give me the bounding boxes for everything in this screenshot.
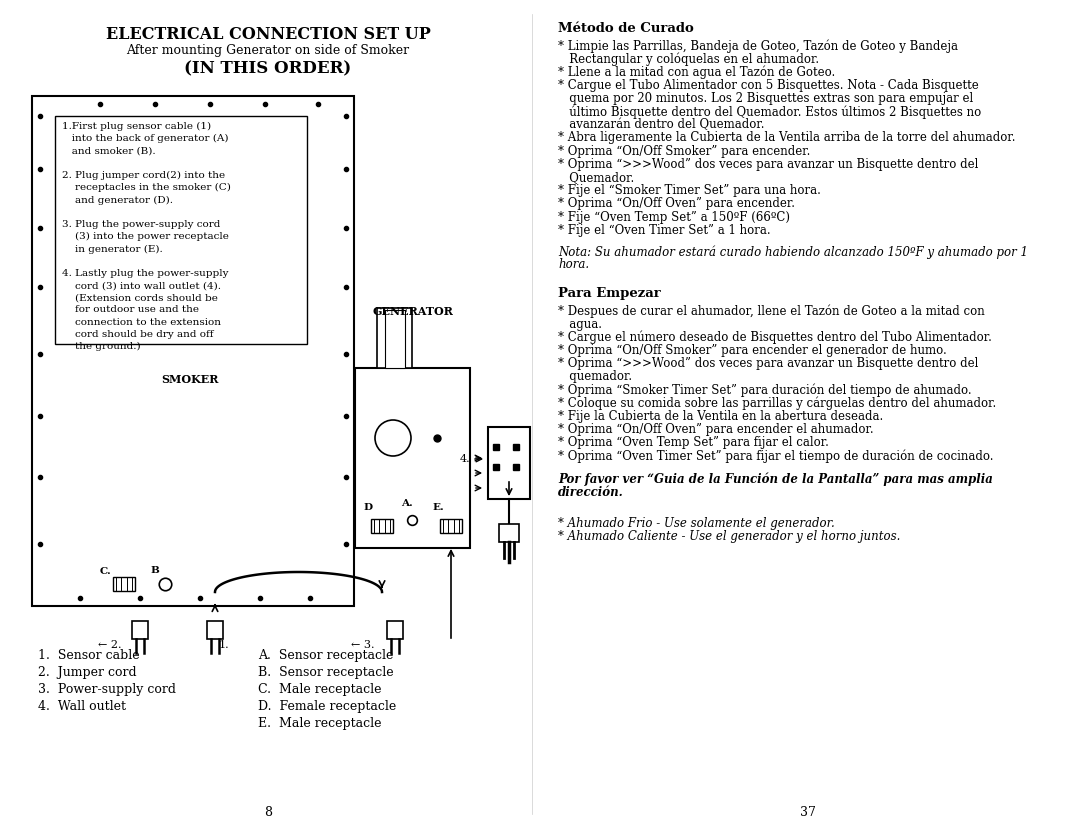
Bar bbox=[377, 308, 411, 368]
Text: * Llene a la mitad con agua el Tazón de Goteo.: * Llene a la mitad con agua el Tazón de … bbox=[558, 65, 835, 79]
Text: * Fije la Cubierta de la Ventila en la abertura deseada.: * Fije la Cubierta de la Ventila en la a… bbox=[558, 410, 883, 423]
Text: Método de Curado: Método de Curado bbox=[558, 22, 693, 35]
Bar bbox=[55, 116, 307, 344]
Text: D.  Female receptacle: D. Female receptacle bbox=[258, 700, 396, 713]
Text: C.  Male receptacle: C. Male receptacle bbox=[258, 683, 381, 696]
Text: * Fije el “Oven Timer Set” a 1 hora.: * Fije el “Oven Timer Set” a 1 hora. bbox=[558, 224, 771, 237]
Text: hora.: hora. bbox=[558, 259, 589, 271]
Text: 8: 8 bbox=[264, 806, 272, 819]
Text: último Bisquette dentro del Quemador. Estos últimos 2 Bisquettes no: último Bisquette dentro del Quemador. Es… bbox=[558, 105, 982, 118]
Text: * Oprima “>>>Wood” dos veces para avanzar un Bisquette dentro del: * Oprima “>>>Wood” dos veces para avanza… bbox=[558, 357, 978, 370]
Text: 3.  Power-supply cord: 3. Power-supply cord bbox=[38, 683, 176, 696]
Text: agua.: agua. bbox=[558, 318, 602, 330]
Text: E.: E. bbox=[432, 503, 444, 512]
Text: * Oprima “>>>Wood” dos veces para avanzar un Bisquette dentro del: * Oprima “>>>Wood” dos veces para avanza… bbox=[558, 158, 978, 171]
Text: * Limpie las Parrillas, Bandeja de Goteo, Tazón de Goteo y Bandeja: * Limpie las Parrillas, Bandeja de Goteo… bbox=[558, 39, 958, 53]
Text: 4.: 4. bbox=[460, 454, 471, 464]
Text: Rectangular y colóquelas en el ahumador.: Rectangular y colóquelas en el ahumador. bbox=[558, 53, 819, 66]
Text: 2.  Jumper cord: 2. Jumper cord bbox=[38, 666, 137, 679]
Text: C.: C. bbox=[100, 567, 111, 576]
Text: * Abra ligeramente la Cubierta de la Ventila arriba de la torre del ahumador.: * Abra ligeramente la Cubierta de la Ven… bbox=[558, 132, 1015, 144]
Text: * Ahumado Frio - Use solamente el generador.: * Ahumado Frio - Use solamente el genera… bbox=[558, 517, 835, 530]
Text: B: B bbox=[150, 566, 159, 575]
Text: B.  Sensor receptacle: B. Sensor receptacle bbox=[258, 666, 393, 679]
Text: D: D bbox=[363, 503, 373, 512]
Text: A.: A. bbox=[401, 499, 413, 508]
Text: 37: 37 bbox=[800, 806, 815, 819]
Text: * Fije “Oven Temp Set” a 150ºF (66ºC): * Fije “Oven Temp Set” a 150ºF (66ºC) bbox=[558, 211, 789, 224]
Text: GENERATOR: GENERATOR bbox=[373, 306, 453, 317]
Text: (IN THIS ORDER): (IN THIS ORDER) bbox=[185, 60, 352, 77]
Text: dirección.: dirección. bbox=[558, 486, 624, 499]
Text: 1.First plug sensor cable (1)
   into the back of generator (A)
   and smoker (B: 1.First plug sensor cable (1) into the b… bbox=[62, 122, 231, 351]
Bar bbox=[207, 621, 222, 639]
Text: ← 2.: ← 2. bbox=[98, 640, 121, 650]
Text: * Oprima “On/Off Oven” para encender.: * Oprima “On/Off Oven” para encender. bbox=[558, 198, 795, 210]
Text: Para Empezar: Para Empezar bbox=[558, 288, 661, 300]
Text: * Oprima “Smoker Timer Set” para duración del tiempo de ahumado.: * Oprima “Smoker Timer Set” para duració… bbox=[558, 384, 972, 397]
Text: ← 3.: ← 3. bbox=[351, 640, 375, 650]
Bar bbox=[488, 427, 530, 499]
Text: * Oprima “On/Off Oven” para encender el ahumador.: * Oprima “On/Off Oven” para encender el … bbox=[558, 423, 874, 436]
Text: * Cargue el número deseado de Bisquettes dentro del Tubo Alimentador.: * Cargue el número deseado de Bisquettes… bbox=[558, 331, 991, 344]
Text: * Oprima “On/Off Smoker” para encender.: * Oprima “On/Off Smoker” para encender. bbox=[558, 144, 810, 158]
Text: ELECTRICAL CONNECTION SET UP: ELECTRICAL CONNECTION SET UP bbox=[106, 26, 430, 43]
Text: * Fije el “Smoker Timer Set” para una hora.: * Fije el “Smoker Timer Set” para una ho… bbox=[558, 184, 821, 197]
Bar bbox=[32, 96, 354, 606]
Text: * Oprima “Oven Temp Set” para fijar el calor.: * Oprima “Oven Temp Set” para fijar el c… bbox=[558, 436, 828, 450]
Text: * Cargue el Tubo Alimentador con 5 Bisquettes. Nota - Cada Bisquette: * Cargue el Tubo Alimentador con 5 Bisqu… bbox=[558, 78, 978, 92]
Text: A.  Sensor receptacle: A. Sensor receptacle bbox=[258, 649, 393, 662]
Text: 4.  Wall outlet: 4. Wall outlet bbox=[38, 700, 126, 713]
Text: quemador.: quemador. bbox=[558, 370, 632, 384]
Bar bbox=[499, 524, 519, 542]
Text: quema por 20 minutos. Los 2 Bisquettes extras son para empujar el: quema por 20 minutos. Los 2 Bisquettes e… bbox=[558, 92, 973, 105]
Text: avanzarán dentro del Quemador.: avanzarán dentro del Quemador. bbox=[558, 118, 765, 131]
Text: SMOKER: SMOKER bbox=[161, 374, 218, 385]
Text: After mounting Generator on side of Smoker: After mounting Generator on side of Smok… bbox=[126, 44, 409, 57]
Bar bbox=[372, 519, 393, 533]
Text: 1.  Sensor cable: 1. Sensor cable bbox=[38, 649, 139, 662]
Text: Quemador.: Quemador. bbox=[558, 171, 634, 184]
Bar bbox=[132, 621, 148, 639]
Text: 1.: 1. bbox=[219, 640, 230, 650]
Bar bbox=[355, 368, 470, 548]
Text: * Oprima “Oven Timer Set” para fijar el tiempo de duración de cocinado.: * Oprima “Oven Timer Set” para fijar el … bbox=[558, 450, 994, 463]
Text: * Coloque su comida sobre las parrillas y cárguelas dentro del ahumador.: * Coloque su comida sobre las parrillas … bbox=[558, 397, 996, 410]
Text: E.  Male receptacle: E. Male receptacle bbox=[258, 717, 381, 730]
Bar bbox=[384, 310, 405, 368]
Bar bbox=[440, 519, 462, 533]
Text: * Ahumado Caliente - Use el generador y el horno juntos.: * Ahumado Caliente - Use el generador y … bbox=[558, 530, 901, 544]
Text: Por favor ver “Guia de la Función de la Pantalla” para mas amplia: Por favor ver “Guia de la Función de la … bbox=[558, 473, 993, 486]
Text: * Oprima “On/Off Smoker” para encender el generador de humo.: * Oprima “On/Off Smoker” para encender e… bbox=[558, 344, 947, 357]
Bar bbox=[113, 577, 135, 591]
Text: * Despues de curar el ahumador, llene el Tazón de Goteo a la mitad con: * Despues de curar el ahumador, llene el… bbox=[558, 304, 985, 318]
Bar bbox=[387, 621, 403, 639]
Text: Nota: Su ahumador estará curado habiendo alcanzado 150ºF y ahumado por 1: Nota: Su ahumador estará curado habiendo… bbox=[558, 245, 1028, 259]
